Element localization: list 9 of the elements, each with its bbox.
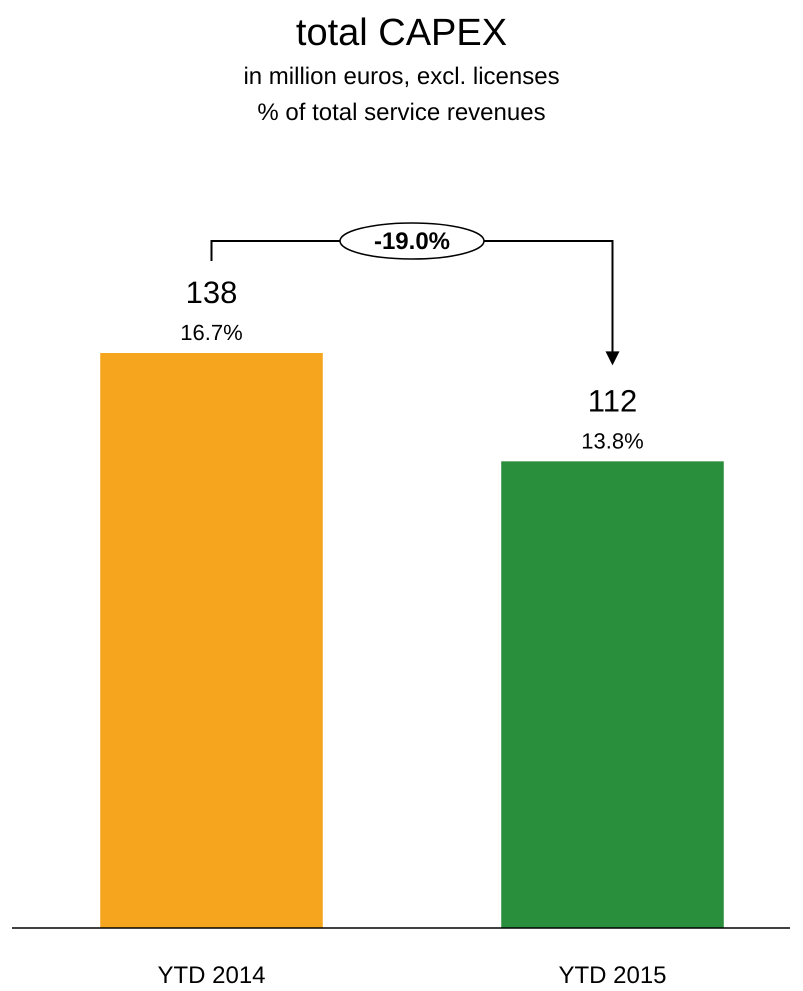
x-tick-label: YTD 2014 — [157, 962, 266, 989]
chart-subtitle: in million euros, excl. licenses % of total service revenues — [243, 63, 560, 126]
data-label: 112 — [588, 383, 638, 418]
x-tick-label: YTD 2015 — [558, 962, 667, 989]
text: -19.0% — [374, 228, 450, 255]
annotation: 13.8% — [581, 428, 644, 454]
data-label: 138 — [186, 275, 238, 310]
annotation: 16.7% — [180, 320, 243, 345]
chart-title: total CAPEX — [296, 12, 508, 54]
